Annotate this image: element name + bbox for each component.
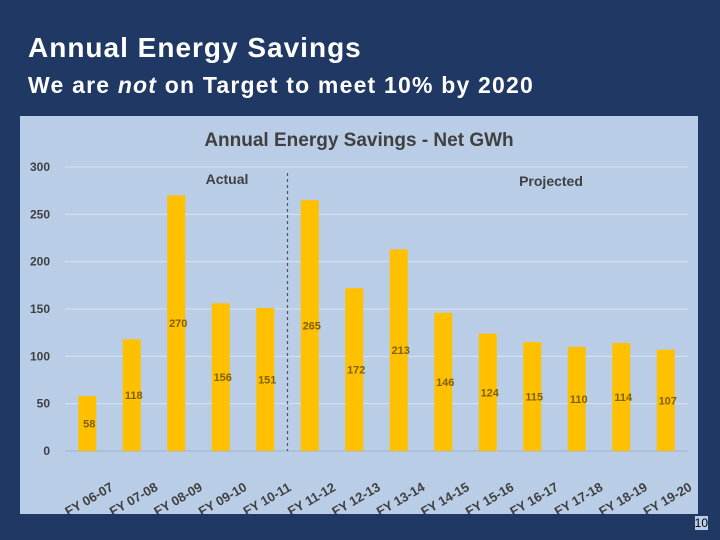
y-tick-label: 150 (30, 302, 50, 316)
bar (167, 195, 186, 451)
bar-labels: 58 118 270 156 151 265 172 213 146 124 115 110 114 10… (83, 318, 677, 430)
y-tick-label: 100 (30, 349, 50, 363)
x-tick-label: FY 10-11 (241, 479, 294, 514)
page-number: 10 (694, 516, 708, 530)
y-tick-label: 0 (43, 444, 50, 458)
bar-value-label: 213 (392, 345, 410, 357)
subtitle-emphasis: not (117, 72, 158, 98)
projected-label: Projected (519, 173, 583, 189)
bar-value-label: 265 (303, 321, 321, 333)
slide-subtitle: We are not on Target to meet 10% by 2020 (28, 72, 534, 99)
bar-value-label: 156 (214, 372, 232, 384)
y-tick-label: 300 (30, 160, 50, 174)
bar (567, 346, 586, 451)
bar (300, 200, 319, 451)
bar (523, 342, 542, 451)
bar (612, 343, 631, 451)
chart-panel: Annual Energy Savings - Net GWh 0 50 100 15… (20, 116, 698, 519)
y-tick-label: 250 (30, 207, 50, 221)
bar (478, 333, 497, 451)
bar-value-label: 270 (169, 318, 187, 330)
bar-value-label: 114 (614, 392, 633, 404)
bar (122, 339, 141, 451)
bar-value-label: 115 (525, 392, 543, 404)
bar-chart: Annual Energy Savings - Net GWh 0 50 100 15… (30, 130, 695, 519)
y-tick-label: 50 (37, 397, 51, 411)
bar-value-label: 107 (659, 395, 677, 407)
bar-value-label: 146 (436, 377, 454, 389)
slide-title: Annual Energy Savings (28, 32, 362, 63)
bars (78, 195, 675, 451)
bar (389, 249, 408, 451)
bar (256, 308, 275, 451)
subtitle-part-2: on Target to meet 10% by 2020 (157, 72, 535, 98)
bar (434, 312, 453, 451)
bar-value-label: 58 (83, 419, 95, 431)
bar (345, 288, 364, 451)
bar-value-label: 124 (481, 387, 500, 399)
bar-value-label: 110 (570, 394, 588, 406)
subtitle-part-1: We are (28, 72, 118, 98)
x-tick-label: FY 19-20 (641, 479, 695, 514)
gridlines (65, 166, 688, 452)
chart-title: Annual Energy Savings - Net GWh (204, 130, 513, 151)
y-tick-label: 200 (30, 255, 50, 269)
bar (78, 396, 97, 451)
bar-value-label: 118 (125, 390, 143, 402)
actual-label: Actual (206, 171, 249, 187)
bar-value-label: 172 (347, 365, 365, 377)
bar (656, 349, 675, 451)
bar-value-label: 151 (258, 375, 276, 387)
bar (211, 303, 230, 451)
